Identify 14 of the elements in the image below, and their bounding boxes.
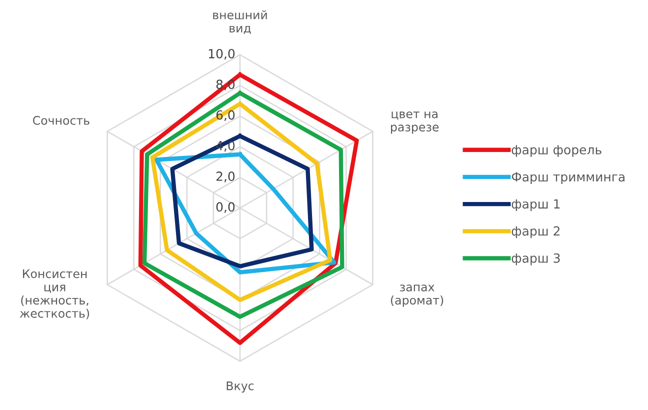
spoke-label: Сочность xyxy=(33,116,90,125)
y-tick-label: 10,0 xyxy=(208,48,235,60)
spoke-label: Вкус xyxy=(226,382,254,393)
legend-label: фарш 1 xyxy=(512,199,560,212)
spoke-label: цвет на разрезе xyxy=(391,111,439,134)
legend-label: фарш 2 xyxy=(512,226,560,238)
legend-label: фарш 3 xyxy=(512,253,560,266)
legend-label: фарш форель xyxy=(512,145,602,157)
spoke-label: запах (аромат) xyxy=(390,284,444,307)
y-tick-label: 2,0 xyxy=(216,172,235,182)
legend-label: Фарш тримминга xyxy=(512,172,624,184)
spoke-label: внешний вид xyxy=(213,10,267,34)
spoke-label: Консистен ция (нежность, жесткость) xyxy=(20,269,90,320)
y-tick-label: 0,0 xyxy=(216,202,235,213)
